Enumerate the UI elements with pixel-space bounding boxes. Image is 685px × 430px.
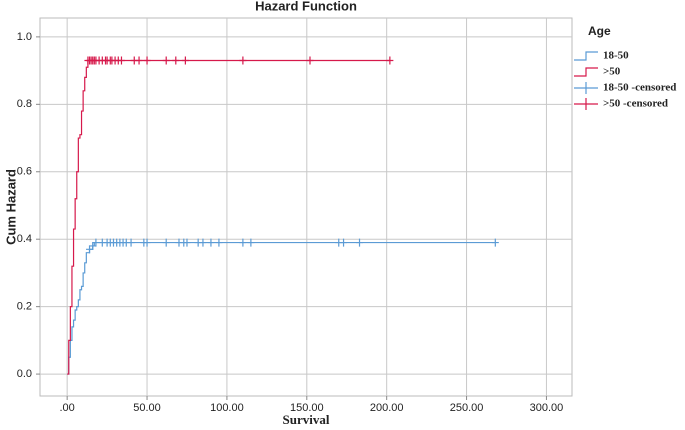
censor-mark <box>86 245 94 254</box>
censor-mark <box>340 238 348 247</box>
censor-mark <box>215 238 223 247</box>
censor-mark <box>239 56 247 65</box>
censor-mark <box>306 56 314 65</box>
x-tick-label: .00 <box>60 402 75 414</box>
legend-label: 18-50 <box>603 50 629 62</box>
x-tick-label: 250.00 <box>450 402 484 414</box>
censor-mark <box>247 238 255 247</box>
censor-mark <box>127 238 135 247</box>
censor-mark <box>172 56 180 65</box>
x-tick-label: 150.00 <box>290 402 324 414</box>
legend-swatch <box>574 82 598 94</box>
legend-swatch <box>574 67 598 77</box>
censor-mark <box>92 238 100 247</box>
y-tick-label: 0.2 <box>17 301 32 313</box>
x-tick-label: 50.00 <box>133 402 161 414</box>
censor-mark <box>89 241 97 250</box>
censor-mark <box>135 56 143 65</box>
legend-title: Age <box>588 24 611 38</box>
censor-mark <box>143 56 151 65</box>
x-tick-label: 200.00 <box>370 402 404 414</box>
x-tick-label: 100.00 <box>210 402 244 414</box>
y-tick-label: 0.6 <box>17 166 32 178</box>
chart-title: Hazard Function <box>255 0 357 13</box>
censor-mark <box>386 56 394 65</box>
censor-mark <box>491 238 499 247</box>
y-tick-label: 1.0 <box>17 31 32 43</box>
y-axis-label: Cum Hazard <box>3 169 18 245</box>
censor-mark <box>356 238 364 247</box>
legend-label: >50 <box>603 66 621 78</box>
legend-label: 18-50 -censored <box>603 82 676 94</box>
x-tick-label: 300.00 <box>530 402 564 414</box>
y-tick-label: 0.0 <box>17 368 32 380</box>
censor-mark <box>181 56 189 65</box>
legend-label: >50 -censored <box>603 98 668 110</box>
censor-mark <box>162 238 170 247</box>
y-tick-label: 0.8 <box>17 98 32 110</box>
censor-mark <box>239 238 247 247</box>
censor-mark <box>207 238 215 247</box>
censor-mark <box>162 56 170 65</box>
legend-swatch <box>574 51 598 61</box>
x-axis-label: Survival <box>283 412 330 427</box>
step-line <box>67 241 496 375</box>
y-tick-label: 0.4 <box>17 233 32 245</box>
censor-mark <box>199 238 207 247</box>
censor-mark <box>143 238 151 247</box>
legend-swatch <box>574 98 598 110</box>
step-line <box>67 59 390 375</box>
plot-frame <box>39 17 573 397</box>
censor-mark <box>117 56 125 65</box>
censor-mark <box>183 238 191 247</box>
